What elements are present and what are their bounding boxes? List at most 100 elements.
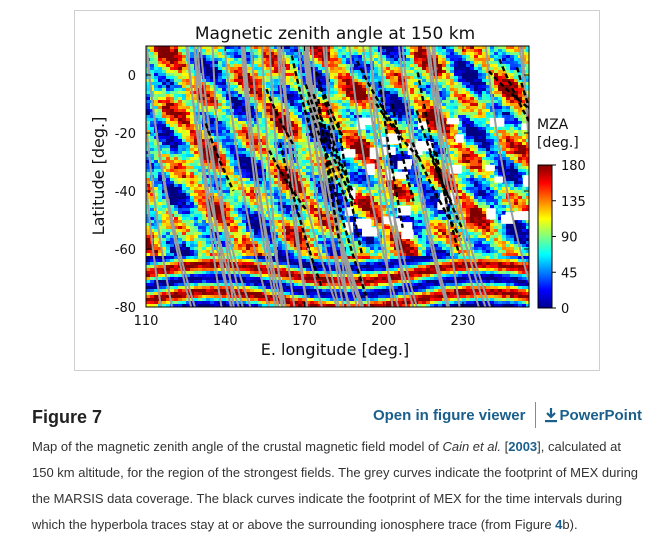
heat-cell [486, 94, 491, 98]
heat-cell [298, 160, 303, 164]
heat-cell [394, 199, 399, 203]
heat-cell [478, 184, 483, 188]
heat-cell [298, 166, 303, 170]
heat-cell [146, 169, 151, 173]
heat-cell [222, 100, 227, 104]
heat-cell [294, 118, 299, 122]
heat-cell [342, 157, 347, 161]
heat-cell [514, 85, 519, 89]
heat-cell [226, 157, 231, 161]
heat-cell [158, 58, 163, 62]
heat-cell [358, 46, 363, 50]
heat-cell [478, 130, 483, 134]
heat-cell [390, 91, 395, 95]
heat-cell [470, 142, 475, 146]
heat-cell [334, 139, 339, 143]
heat-cell [162, 151, 167, 155]
heat-cell [262, 55, 267, 59]
heat-cell [370, 175, 375, 179]
heat-cell [150, 130, 155, 134]
heat-cell [402, 151, 407, 155]
heat-cell [510, 184, 515, 188]
heat-cell [206, 181, 211, 185]
heat-cell [462, 193, 467, 197]
heat-cell [298, 142, 303, 146]
heat-cell [262, 49, 267, 53]
heat-cell [506, 97, 511, 101]
heat-cell [210, 121, 215, 125]
heat-cell [358, 79, 363, 83]
heat-cell [518, 106, 523, 110]
heat-cell [170, 187, 175, 191]
heat-cell [242, 124, 247, 128]
heat-cell [374, 58, 379, 62]
heat-cell [498, 127, 503, 131]
heat-cell [354, 88, 359, 92]
heat-cell [422, 130, 427, 134]
heat-cell [462, 46, 467, 50]
heat-cell [214, 154, 219, 158]
heat-cell [462, 187, 467, 191]
heat-cell [470, 187, 475, 191]
heat-cell [342, 133, 347, 137]
heat-cell [266, 199, 271, 203]
heat-cell [294, 133, 299, 137]
heat-cell [266, 67, 271, 71]
heat-cell [278, 148, 283, 152]
heat-cell [342, 187, 347, 191]
heat-cell [398, 118, 403, 122]
figure-image[interactable]: Magnetic zenith angle at 150 km 110 140 17… [74, 10, 600, 371]
heat-cell [442, 160, 447, 164]
heat-cell [370, 130, 375, 134]
heat-cell [242, 184, 247, 188]
heat-cell [214, 97, 219, 101]
heat-cell [526, 142, 529, 146]
heat-cell [238, 121, 243, 125]
heat-cell [290, 94, 295, 98]
heat-cell [502, 70, 507, 74]
heat-cell [430, 130, 435, 134]
heat-cell [446, 127, 451, 131]
heat-cell [502, 88, 507, 92]
heat-cell [394, 97, 399, 101]
heat-cell [166, 82, 171, 86]
heat-cell [290, 148, 295, 152]
heat-cell [290, 166, 295, 170]
heat-cell [270, 133, 275, 137]
heat-cell [474, 115, 479, 119]
heat-cell [378, 58, 383, 62]
heat-cell [366, 100, 371, 104]
heat-cell [458, 49, 463, 53]
heat-cell [158, 103, 163, 107]
heat-cell [302, 79, 307, 83]
heat-cell [242, 178, 247, 182]
heat-cell [310, 148, 315, 152]
heat-cell [358, 112, 363, 116]
heat-cell [366, 67, 371, 71]
heat-cell [522, 154, 527, 158]
heat-cell [170, 175, 175, 179]
heat-cell [454, 91, 459, 95]
heat-cell [214, 94, 219, 98]
heat-cell [518, 88, 523, 92]
heat-cell [362, 148, 367, 152]
heat-cell [410, 82, 415, 86]
heat-cell [174, 82, 179, 86]
heat-cell [406, 178, 411, 182]
heat-cell [510, 169, 515, 173]
heat-cell [346, 121, 351, 125]
heat-cell [294, 115, 299, 119]
heat-cell [242, 97, 247, 101]
heat-cell [266, 130, 271, 134]
heat-cell [274, 103, 279, 107]
heat-cell [366, 127, 371, 131]
heat-cell [294, 166, 299, 170]
heat-cell [230, 136, 235, 140]
heat-cell [390, 154, 395, 158]
heat-cell [354, 196, 359, 200]
heat-cell [426, 73, 431, 77]
heat-cell [430, 136, 435, 140]
heat-cell [166, 166, 171, 170]
heat-cell [450, 145, 455, 149]
heat-cell [490, 160, 495, 164]
